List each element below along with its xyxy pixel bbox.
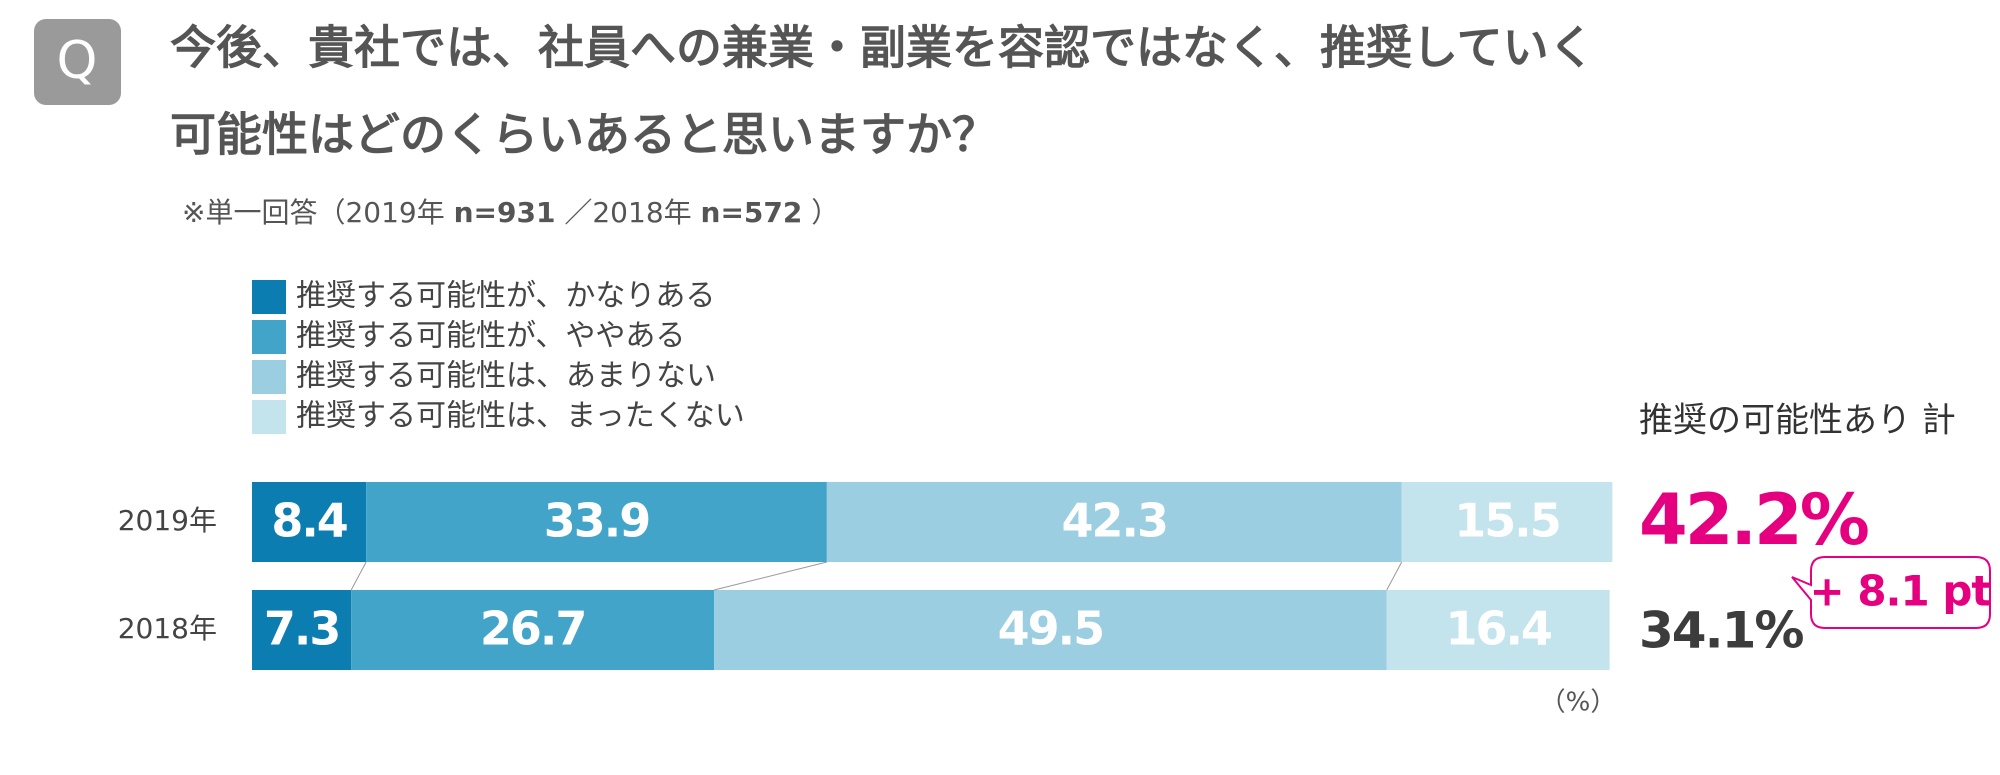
legend-label: 推奨する可能性が、かなりある xyxy=(296,279,715,314)
connector xyxy=(350,561,367,591)
legend-label: 推奨する可能性は、まったくない xyxy=(296,399,745,434)
bar-segment xyxy=(826,482,1402,562)
category-label: 2019年 xyxy=(118,504,217,537)
legend-label: 推奨する可能性が、ややある xyxy=(296,319,685,354)
unit: （%） xyxy=(1540,688,1617,718)
bar-segment xyxy=(366,482,827,562)
bar-segment xyxy=(1386,590,1610,670)
subtitle-part: ※単一回答（2019年 xyxy=(182,196,454,229)
title-line: 今後、貴社では、社員への兼業・副業を容認ではなく、推奨していく xyxy=(170,21,1595,75)
title-line: 可能性はどのくらいあると思いますか？ xyxy=(170,108,998,162)
connector xyxy=(713,561,827,591)
bar-segment xyxy=(714,590,1387,670)
value-label: 16.4 xyxy=(1445,602,1551,656)
subtitle-part: n=572 xyxy=(701,196,803,229)
badge-box xyxy=(34,19,121,105)
value-label: 49.5 xyxy=(998,602,1104,656)
subtitle: ※単一回答（2019年 n=931 ／2018年 n=572 ） xyxy=(182,196,839,229)
total-label: 42.2% xyxy=(1639,479,1868,561)
bar-segment xyxy=(1401,482,1613,562)
value-label: 42.3 xyxy=(1062,494,1168,548)
bar-segment xyxy=(252,482,367,562)
value-label: 33.9 xyxy=(544,494,650,548)
legend-swatch xyxy=(252,360,286,394)
totals-title: 推奨の可能性あり 計 xyxy=(1639,401,1956,441)
subtitle-part: ／2018年 xyxy=(555,196,700,229)
category-label: 2018年 xyxy=(118,612,217,645)
legend-label: 推奨する可能性は、あまりない xyxy=(296,359,716,394)
value-label: 15.5 xyxy=(1454,494,1560,548)
total-label: 34.1% xyxy=(1639,602,1803,660)
subtitle-part: ） xyxy=(802,196,839,229)
callout-box xyxy=(1791,556,1991,629)
difference-label: + 8.1 pt xyxy=(1810,567,1992,616)
connector xyxy=(1386,561,1403,591)
badge: Q xyxy=(57,31,98,91)
subtitle-part: n=931 xyxy=(454,196,556,229)
bar-segment xyxy=(252,590,352,670)
value-label: 26.7 xyxy=(480,602,586,656)
bar-segment xyxy=(351,590,715,670)
value-label: 8.4 xyxy=(271,494,347,548)
value-label: 7.3 xyxy=(264,602,340,656)
legend-swatch xyxy=(252,320,286,354)
legend-swatch xyxy=(252,400,286,434)
legend-swatch xyxy=(252,280,286,314)
